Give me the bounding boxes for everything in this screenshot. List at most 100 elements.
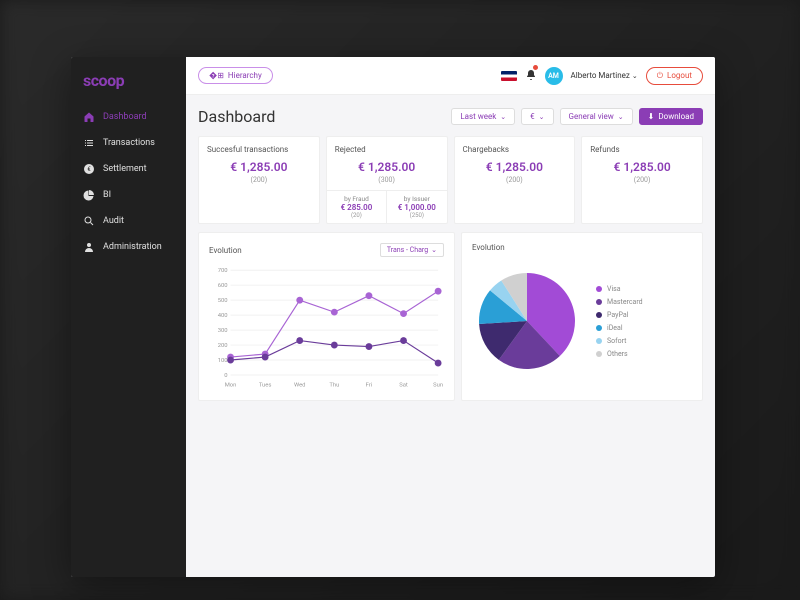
user-icon (83, 241, 95, 253)
svg-text:Wed: Wed (294, 383, 306, 389)
kpi-value: € 1,285.00 (463, 160, 567, 174)
svg-text:Thu: Thu (329, 383, 339, 389)
kpi-refunds: Refunds € 1,285.00 (200) (581, 136, 703, 224)
sidebar: scoop Dashboard Transactions € Settlement BI… (71, 57, 186, 577)
sidebar-item-label: Settlement (103, 164, 147, 174)
legend-item: Others (596, 350, 643, 358)
kpi-count: (300) (335, 176, 439, 184)
svg-text:Sun: Sun (433, 383, 443, 389)
legend-dot-icon (596, 299, 602, 305)
svg-text:Mon: Mon (225, 383, 237, 389)
svg-text:500: 500 (218, 298, 228, 304)
sidebar-item-settlement[interactable]: € Settlement (71, 156, 186, 182)
main: �⊞ Hierarchy AM Alberto Martinez ⌄ ⏻ Log… (186, 57, 715, 577)
filter-period[interactable]: Last week⌄ (451, 108, 515, 125)
legend-dot-icon (596, 351, 602, 357)
language-flag-icon[interactable] (501, 71, 517, 81)
svg-text:400: 400 (218, 313, 228, 319)
svg-text:0: 0 (224, 373, 227, 379)
home-icon (83, 111, 95, 123)
legend-label: iDeal (607, 324, 623, 332)
content: Dashboard Last week⌄ €⌄ General view⌄ ⬇D… (186, 95, 715, 577)
sidebar-item-audit[interactable]: Audit (71, 208, 186, 234)
kpi-count: (200) (590, 176, 694, 184)
sidebar-item-label: BI (103, 190, 111, 200)
line-chart: 0100200300400500600700MonTuesWedThuFriSa… (209, 265, 444, 390)
chevron-down-icon: ⌄ (632, 72, 638, 80)
kpi-breakdown: by Fraud € 285.00 (20) by Issuer € 1,000… (327, 190, 447, 223)
legend-dot-icon (596, 286, 602, 292)
page-title: Dashboard (198, 107, 275, 126)
svg-text:Sat: Sat (399, 383, 408, 389)
svg-text:Tues: Tues (259, 383, 272, 389)
kpi-by-issuer: by Issuer € 1,000.00 (250) (387, 191, 446, 223)
sidebar-item-label: Transactions (103, 138, 155, 148)
sidebar-item-administration[interactable]: Administration (71, 234, 186, 260)
sidebar-item-bi[interactable]: BI (71, 182, 186, 208)
chevron-down-icon: ⌄ (618, 113, 624, 121)
download-icon: ⬇ (648, 112, 655, 121)
pie-chart-panel: Evolution Visa Mastercard PayPal iDeal Sofor… (461, 232, 703, 401)
pie-chart: Visa Mastercard PayPal iDeal Sofort Others (472, 260, 692, 382)
legend-dot-icon (596, 338, 602, 344)
legend-item: Sofort (596, 337, 643, 345)
search-icon (83, 215, 95, 227)
sidebar-item-label: Administration (103, 242, 162, 252)
legend-dot-icon (596, 312, 602, 318)
legend-label: Sofort (607, 337, 626, 345)
legend-dot-icon (596, 325, 602, 331)
kpi-count: (200) (207, 176, 311, 184)
legend-item: Visa (596, 285, 643, 293)
svg-text:300: 300 (218, 328, 228, 334)
legend-item: iDeal (596, 324, 643, 332)
legend-label: Visa (607, 285, 621, 293)
logout-button[interactable]: ⏻ Logout (646, 67, 703, 85)
notifications-button[interactable] (525, 66, 537, 85)
notification-badge (532, 64, 539, 71)
kpi-title: Rejected (335, 145, 439, 154)
filter-view[interactable]: General view⌄ (560, 108, 633, 125)
svg-text:200: 200 (218, 343, 228, 349)
user-name[interactable]: Alberto Martinez ⌄ (571, 71, 638, 80)
logo: scoop (71, 57, 186, 104)
kpi-title: Succesful transactions (207, 145, 311, 154)
avatar[interactable]: AM (545, 67, 563, 85)
kpi-count: (200) (463, 176, 567, 184)
download-button[interactable]: ⬇Download (639, 108, 703, 125)
filter-currency[interactable]: €⌄ (521, 108, 553, 125)
kpi-title: Chargebacks (463, 145, 567, 154)
line-chart-panel: Evolution Trans - Charg⌄ 0 100 200 300 400 50… (198, 232, 455, 401)
sidebar-item-label: Dashboard (103, 112, 147, 122)
pie-icon (83, 189, 95, 201)
hierarchy-icon: �⊞ (209, 71, 224, 80)
kpi-rejected: Rejected € 1,285.00 (300) by Fraud € 285… (326, 136, 448, 224)
panel-title: Evolution (472, 243, 505, 252)
sidebar-item-label: Audit (103, 216, 124, 226)
chart-type-select[interactable]: Trans - Charg⌄ (380, 243, 444, 257)
hierarchy-button[interactable]: �⊞ Hierarchy (198, 67, 273, 84)
chevron-down-icon: ⌄ (500, 113, 506, 121)
legend-item: Mastercard (596, 298, 643, 306)
power-icon: ⏻ (657, 71, 663, 81)
page-header: Dashboard Last week⌄ €⌄ General view⌄ ⬇D… (198, 107, 703, 126)
sidebar-item-transactions[interactable]: Transactions (71, 130, 186, 156)
svg-text:100: 100 (218, 358, 228, 364)
kpi-title: Refunds (590, 145, 694, 154)
kpi-value: € 1,285.00 (207, 160, 311, 174)
legend-label: Others (607, 350, 628, 358)
hierarchy-label: Hierarchy (228, 71, 262, 80)
app-window: scoop Dashboard Transactions € Settlement BI… (71, 57, 715, 577)
svg-text:Fri: Fri (366, 383, 373, 389)
euro-icon: € (83, 163, 95, 175)
nav: Dashboard Transactions € Settlement BI Audit A… (71, 104, 186, 260)
kpi-successful: Succesful transactions € 1,285.00 (200) (198, 136, 320, 224)
chevron-down-icon: ⌄ (431, 246, 437, 254)
panel-title: Evolution (209, 246, 242, 255)
panels: Evolution Trans - Charg⌄ 0 100 200 300 400 50… (198, 232, 703, 401)
kpi-cards: Succesful transactions € 1,285.00 (200) … (198, 136, 703, 224)
legend-label: PayPal (607, 311, 628, 319)
kpi-by-fraud: by Fraud € 285.00 (20) (327, 191, 387, 223)
sidebar-item-dashboard[interactable]: Dashboard (71, 104, 186, 130)
svg-text:600: 600 (218, 283, 228, 289)
legend-label: Mastercard (607, 298, 643, 306)
